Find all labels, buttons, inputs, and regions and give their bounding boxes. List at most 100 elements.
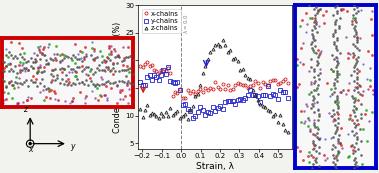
- Point: [351, 134, 357, 136]
- Point: [315, 61, 321, 64]
- Point: [121, 46, 127, 48]
- Point: [311, 119, 317, 121]
- Point: [349, 129, 355, 132]
- Point: [8, 54, 14, 56]
- Point: [354, 76, 360, 79]
- Point: [105, 68, 111, 71]
- Point: [49, 68, 55, 71]
- Point: [13, 76, 19, 78]
- Point: [127, 55, 133, 57]
- Point: [77, 65, 83, 68]
- Point: [56, 61, 63, 63]
- Point: [12, 81, 18, 84]
- Point: [337, 8, 343, 11]
- Point: [47, 56, 53, 59]
- Point: [63, 73, 69, 76]
- Point: [309, 43, 315, 46]
- Point: [334, 94, 340, 97]
- Point: [41, 53, 47, 56]
- Point: [349, 19, 355, 22]
- y-chains: [193, 115, 197, 117]
- Point: [83, 72, 89, 75]
- Point: [28, 97, 34, 100]
- Point: [334, 39, 340, 42]
- Point: [44, 95, 50, 98]
- Point: [317, 52, 323, 55]
- Point: [72, 83, 78, 86]
- Point: [337, 51, 343, 54]
- Point: [352, 45, 358, 48]
- Point: [125, 67, 131, 70]
- x-chains: [138, 65, 143, 67]
- Point: [92, 84, 98, 87]
- Point: [334, 111, 340, 114]
- Point: [365, 88, 371, 90]
- Point: [330, 109, 336, 112]
- Point: [303, 11, 309, 14]
- Point: [356, 148, 362, 151]
- Point: [65, 65, 71, 67]
- z-chains: [170, 113, 175, 116]
- Point: [354, 39, 360, 42]
- Point: [340, 88, 346, 91]
- Point: [85, 73, 91, 76]
- Point: [53, 59, 59, 62]
- Point: [36, 47, 42, 50]
- Point: [120, 97, 126, 100]
- Point: [357, 92, 363, 95]
- Point: [332, 6, 338, 9]
- Point: [99, 61, 105, 63]
- Point: [337, 90, 343, 93]
- Point: [47, 96, 53, 99]
- Point: [332, 86, 338, 89]
- Point: [334, 49, 340, 52]
- Point: [74, 58, 80, 61]
- Point: [351, 80, 357, 83]
- Point: [334, 60, 340, 63]
- Point: [52, 91, 58, 94]
- Point: [334, 12, 340, 15]
- Point: [79, 81, 85, 83]
- Text: $\lambda = 0.0$: $\lambda = 0.0$: [182, 13, 190, 34]
- Point: [87, 70, 93, 72]
- Point: [313, 6, 319, 9]
- Point: [301, 109, 307, 112]
- Point: [334, 57, 340, 60]
- Point: [122, 94, 128, 97]
- Point: [41, 85, 47, 87]
- Point: [77, 91, 83, 94]
- x-chains: [193, 93, 197, 95]
- Point: [360, 62, 366, 65]
- Point: [349, 22, 355, 25]
- Point: [6, 70, 12, 72]
- Point: [339, 147, 345, 149]
- Point: [334, 10, 340, 13]
- Point: [316, 68, 323, 70]
- Point: [337, 142, 343, 144]
- Point: [8, 40, 14, 43]
- Point: [352, 96, 358, 99]
- Point: [312, 14, 318, 17]
- Point: [351, 4, 357, 7]
- Point: [315, 108, 321, 111]
- Point: [358, 140, 364, 142]
- Point: [73, 75, 79, 78]
- Point: [350, 14, 356, 17]
- Point: [65, 56, 71, 59]
- Point: [346, 118, 352, 121]
- Point: [352, 108, 359, 111]
- z-chains: [286, 131, 290, 133]
- Point: [74, 78, 80, 81]
- Point: [108, 70, 114, 73]
- Point: [69, 58, 75, 61]
- Point: [22, 70, 28, 73]
- Point: [303, 31, 309, 34]
- Point: [49, 79, 55, 81]
- Point: [307, 17, 313, 20]
- Point: [64, 84, 70, 87]
- Point: [328, 68, 334, 70]
- Point: [16, 77, 22, 80]
- Point: [312, 38, 318, 41]
- Point: [349, 94, 355, 97]
- Point: [96, 68, 102, 71]
